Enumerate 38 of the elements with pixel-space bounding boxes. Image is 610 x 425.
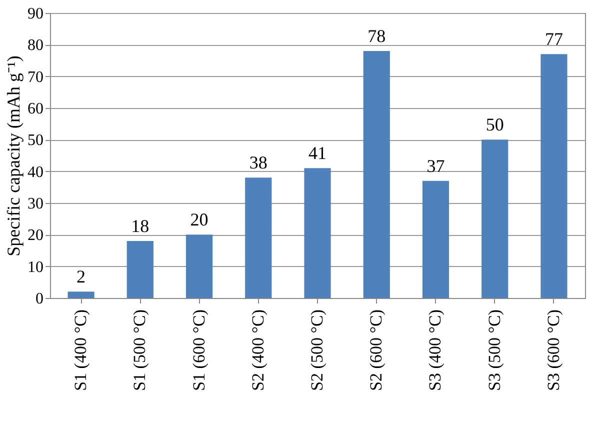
data-label: 78 <box>368 26 386 46</box>
data-label: 50 <box>486 114 504 135</box>
data-label: 41 <box>308 143 326 164</box>
data-label: 77 <box>544 29 563 50</box>
bar <box>540 54 568 298</box>
x-tick-label: S3 (500 °C) <box>484 310 504 391</box>
data-label: 2 <box>76 266 86 287</box>
x-tick-label: S3 (600 °C) <box>544 310 563 391</box>
bar <box>482 140 508 298</box>
bar <box>304 168 331 298</box>
data-label: 37 <box>426 156 445 176</box>
data-label: 18 <box>131 216 150 236</box>
x-tick-label: S1 (500 °C) <box>130 310 150 391</box>
x-tick-label: S3 (400 °C) <box>426 310 445 391</box>
x-tick-label: S2 (500 °C) <box>308 310 326 391</box>
x-tick-label: S2 (600 °C) <box>366 310 386 391</box>
y-tick-label: 70 <box>28 68 44 86</box>
bar <box>126 241 154 298</box>
y-tick-label: 90 <box>28 6 44 22</box>
data-label: 20 <box>190 210 208 230</box>
y-tick-label: 60 <box>28 100 44 118</box>
bar <box>245 178 272 298</box>
x-tick-label: S1 (600 °C) <box>189 310 208 391</box>
y-tick-label: 40 <box>28 164 44 181</box>
bar <box>422 180 450 298</box>
y-tick-label: 0 <box>36 290 44 308</box>
bar <box>186 234 213 298</box>
data-label: 38 <box>249 152 268 173</box>
bar <box>363 51 390 298</box>
y-tick-label: 30 <box>28 196 44 212</box>
y-tick-label: 10 <box>28 258 44 276</box>
y-tick-label: 50 <box>28 132 44 150</box>
x-tick-label: S1 (400 °C) <box>71 310 90 391</box>
y-axis-title: Specific capacity (mAh g⁻¹) <box>4 56 24 256</box>
y-tick-label: 20 <box>28 227 44 244</box>
y-tick-label: 80 <box>28 37 44 54</box>
x-tick-label: S2 (400 °C) <box>248 310 268 391</box>
bar <box>68 292 94 298</box>
